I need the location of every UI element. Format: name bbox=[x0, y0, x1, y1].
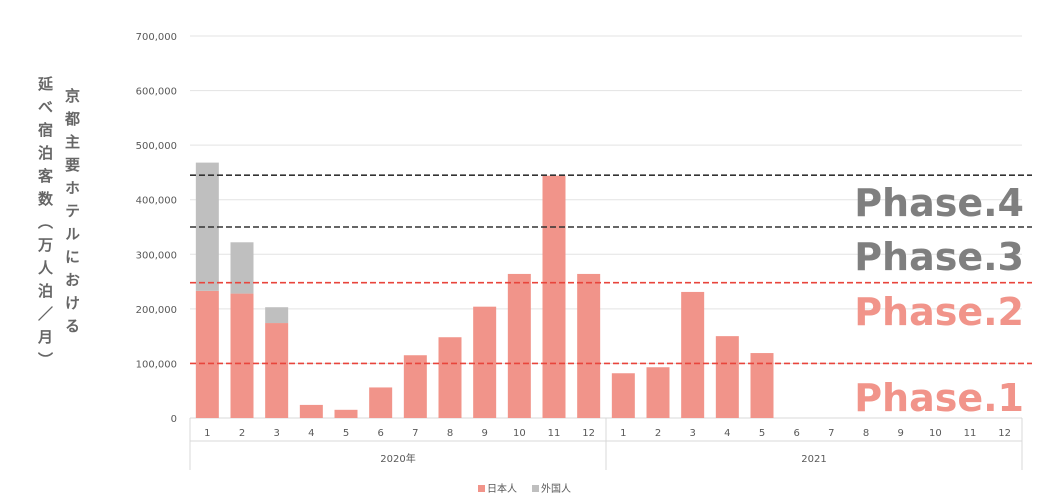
x-tick-label: 4 bbox=[308, 428, 314, 439]
bar-japanese bbox=[646, 367, 670, 418]
x-tick-label: 1 bbox=[620, 428, 626, 439]
y-tick-label: 400,000 bbox=[136, 196, 177, 207]
bar-japanese bbox=[715, 336, 739, 418]
x-tick-label: 3 bbox=[689, 428, 695, 439]
legend-label: 日本人 bbox=[487, 482, 517, 495]
bar-japanese bbox=[438, 337, 462, 418]
bar-japanese bbox=[681, 291, 705, 418]
x-tick-label: 5 bbox=[759, 428, 765, 439]
bar-japanese bbox=[611, 373, 635, 418]
x-tick-label: 9 bbox=[481, 428, 487, 439]
x-tick-label: 4 bbox=[724, 428, 730, 439]
y-tick-label: 100,000 bbox=[136, 359, 177, 370]
bar-japanese bbox=[369, 387, 393, 418]
x-tick-label: 9 bbox=[897, 428, 903, 439]
bar-japanese bbox=[230, 293, 254, 418]
bar-japanese bbox=[299, 404, 323, 418]
y-tick-label: 700,000 bbox=[136, 32, 177, 43]
bar-japanese bbox=[507, 273, 531, 418]
x-tick-label: 12 bbox=[998, 428, 1011, 439]
y-tick-label: 0 bbox=[171, 414, 177, 425]
bar-japanese bbox=[334, 409, 358, 418]
x-tick-label: 6 bbox=[793, 428, 799, 439]
x-tick-label: 10 bbox=[513, 428, 526, 439]
x-tick-label: 3 bbox=[273, 428, 279, 439]
bar-foreign bbox=[195, 162, 219, 291]
y-axis-title-line1: 京都主要ホテルにおける bbox=[63, 88, 81, 341]
y-tick-label: 600,000 bbox=[136, 87, 177, 98]
phase-label: Phase.3 bbox=[854, 235, 1024, 279]
x-tick-label: 7 bbox=[412, 428, 418, 439]
x-tick-label: 1 bbox=[204, 428, 210, 439]
bar-japanese bbox=[473, 306, 497, 418]
x-tick-label: 2 bbox=[239, 428, 245, 439]
x-tick-label: 11 bbox=[548, 428, 561, 439]
x-tick-label: 10 bbox=[929, 428, 942, 439]
bar-japanese bbox=[403, 355, 427, 418]
x-group-label: 2021 bbox=[801, 454, 826, 465]
legend-swatch bbox=[532, 485, 539, 492]
bar-japanese bbox=[195, 290, 219, 418]
x-tick-label: 8 bbox=[863, 428, 869, 439]
bar-japanese bbox=[542, 175, 566, 418]
phase-label: Phase.2 bbox=[854, 290, 1024, 334]
x-tick-label: 8 bbox=[447, 428, 453, 439]
x-tick-label: 2 bbox=[655, 428, 661, 439]
x-tick-label: 11 bbox=[964, 428, 977, 439]
y-tick-label: 200,000 bbox=[136, 305, 177, 316]
y-tick-label: 300,000 bbox=[136, 250, 177, 261]
x-tick-label: 7 bbox=[828, 428, 834, 439]
phase-label: Phase.4 bbox=[854, 181, 1024, 225]
bar-foreign bbox=[230, 242, 254, 294]
x-tick-label: 5 bbox=[343, 428, 349, 439]
y-axis-title-line2: 延べ宿泊客数（万人泊／月） bbox=[36, 76, 54, 375]
bar-japanese bbox=[265, 323, 289, 418]
y-tick-label: 500,000 bbox=[136, 141, 177, 152]
bar-japanese bbox=[577, 273, 601, 418]
bar-foreign bbox=[265, 307, 289, 324]
bar-japanese bbox=[750, 353, 774, 418]
x-group-label: 2020年 bbox=[380, 452, 415, 465]
legend-label: 外国人 bbox=[541, 483, 571, 495]
x-tick-label: 6 bbox=[377, 428, 383, 439]
phase-label: Phase.1 bbox=[854, 376, 1024, 420]
x-tick-label: 12 bbox=[582, 428, 595, 439]
legend-swatch bbox=[478, 485, 485, 492]
